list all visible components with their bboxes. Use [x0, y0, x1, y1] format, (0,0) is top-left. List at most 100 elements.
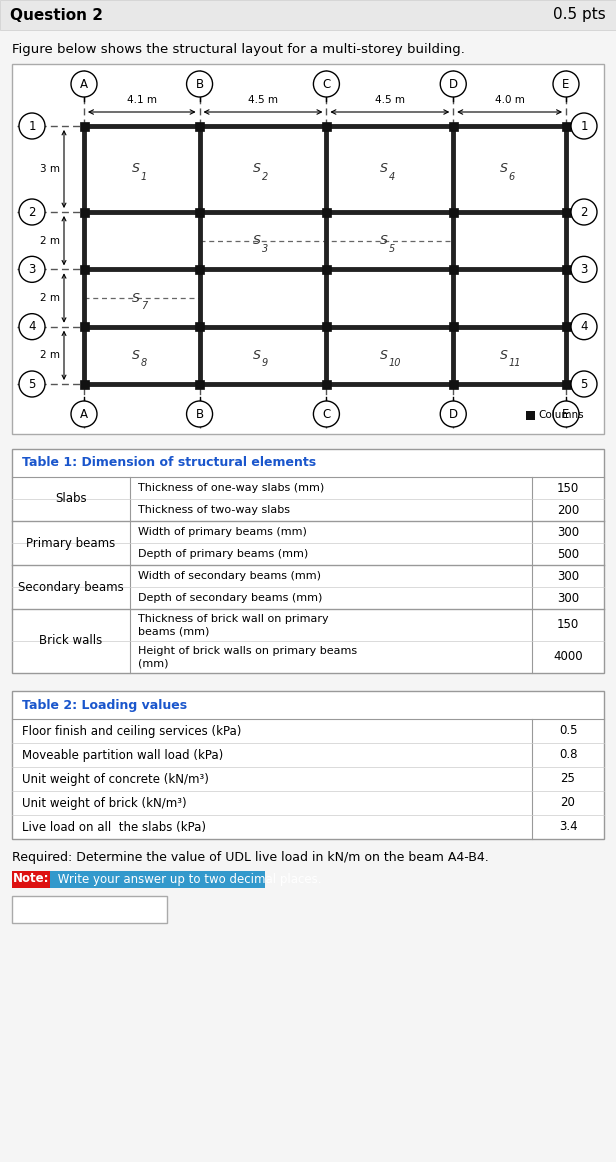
Circle shape — [71, 401, 97, 426]
Bar — [322, 208, 331, 216]
Text: 2: 2 — [580, 206, 588, 218]
Text: B: B — [195, 78, 204, 91]
Text: 6: 6 — [509, 172, 515, 182]
Bar — [562, 208, 570, 216]
Text: Width of primary beams (mm): Width of primary beams (mm) — [138, 528, 307, 537]
Text: 0.5: 0.5 — [559, 724, 577, 738]
Text: S: S — [380, 235, 388, 248]
Text: S: S — [132, 292, 140, 304]
Bar — [12, 449, 604, 673]
Circle shape — [553, 401, 579, 426]
Bar — [562, 265, 570, 274]
Text: Floor finish and ceiling services (kPa): Floor finish and ceiling services (kPa) — [22, 724, 241, 738]
Text: 300: 300 — [557, 525, 579, 538]
Bar — [448, 380, 458, 388]
Text: 4: 4 — [28, 321, 36, 333]
Text: Required: Determine the value of UDL live load in kN/m on the beam A4-B4.: Required: Determine the value of UDL liv… — [12, 851, 488, 863]
Text: Figure below shows the structural layout for a multi-storey building.: Figure below shows the structural layout… — [12, 43, 465, 57]
Bar — [562, 380, 570, 388]
Text: 1: 1 — [580, 120, 588, 132]
Text: A: A — [80, 408, 88, 421]
Text: Thickness of two-way slabs: Thickness of two-way slabs — [138, 505, 290, 515]
Bar — [448, 122, 458, 130]
Text: Depth of primary beams (mm): Depth of primary beams (mm) — [138, 548, 308, 559]
Text: E: E — [562, 78, 570, 91]
Text: Thickness of brick wall on primary: Thickness of brick wall on primary — [138, 614, 328, 624]
Text: beams (mm): beams (mm) — [138, 626, 209, 636]
Text: Slabs: Slabs — [55, 493, 87, 505]
Text: 4.5 m: 4.5 m — [375, 95, 405, 105]
Text: Depth of secondary beams (mm): Depth of secondary beams (mm) — [138, 593, 322, 603]
Text: Thickness of one-way slabs (mm): Thickness of one-way slabs (mm) — [138, 483, 324, 493]
Text: Secondary beams: Secondary beams — [18, 581, 124, 594]
Text: 20: 20 — [561, 796, 575, 810]
Text: S: S — [132, 163, 140, 175]
Text: C: C — [322, 408, 331, 421]
Text: 150: 150 — [557, 618, 579, 631]
Text: 5: 5 — [580, 378, 588, 390]
Circle shape — [314, 71, 339, 96]
Text: 8: 8 — [141, 358, 147, 368]
Circle shape — [571, 113, 597, 139]
Bar — [79, 208, 89, 216]
Text: S: S — [253, 163, 261, 175]
Bar — [322, 122, 331, 130]
Bar — [195, 122, 204, 130]
Bar — [322, 380, 331, 388]
Text: Width of secondary beams (mm): Width of secondary beams (mm) — [138, 571, 321, 581]
Text: 4.1 m: 4.1 m — [127, 95, 157, 105]
Bar — [322, 322, 331, 331]
Text: D: D — [448, 408, 458, 421]
Text: Table 1: Dimension of structural elements: Table 1: Dimension of structural element… — [22, 457, 316, 469]
Text: A: A — [80, 78, 88, 91]
Bar — [12, 870, 50, 888]
Bar — [562, 122, 570, 130]
Text: 200: 200 — [557, 503, 579, 516]
Text: 25: 25 — [561, 773, 575, 786]
Text: 1: 1 — [28, 120, 36, 132]
Text: S: S — [500, 349, 508, 361]
Text: 0.5 pts: 0.5 pts — [553, 7, 606, 22]
Text: 9: 9 — [262, 358, 268, 368]
Bar — [79, 380, 89, 388]
Circle shape — [19, 257, 45, 282]
Bar — [322, 265, 331, 274]
Text: S: S — [380, 349, 388, 361]
Text: Primary beams: Primary beams — [26, 537, 116, 550]
Text: Note:: Note: — [13, 873, 49, 885]
Bar — [448, 265, 458, 274]
Text: Brick walls: Brick walls — [39, 634, 103, 647]
Text: 4: 4 — [580, 321, 588, 333]
Circle shape — [19, 113, 45, 139]
Text: Write your answer up to two decimal places.: Write your answer up to two decimal plac… — [54, 873, 322, 885]
Text: C: C — [322, 78, 331, 91]
Circle shape — [571, 371, 597, 397]
Circle shape — [187, 71, 213, 96]
Text: 5: 5 — [28, 378, 36, 390]
Bar — [562, 322, 570, 331]
Bar — [0, 0, 616, 30]
Text: Columns: Columns — [538, 410, 583, 421]
Text: 4.5 m: 4.5 m — [248, 95, 278, 105]
Text: 3: 3 — [28, 263, 36, 275]
Text: 3: 3 — [262, 244, 268, 253]
Circle shape — [440, 71, 466, 96]
Text: 2: 2 — [28, 206, 36, 218]
Bar — [12, 896, 167, 923]
Text: 3: 3 — [580, 263, 588, 275]
Text: 7: 7 — [141, 301, 147, 311]
Bar — [50, 870, 265, 888]
Text: 2 m: 2 m — [40, 236, 60, 245]
Bar — [12, 691, 604, 839]
Text: 300: 300 — [557, 591, 579, 604]
Text: 11: 11 — [509, 358, 521, 368]
Text: Table 2: Loading values: Table 2: Loading values — [22, 698, 187, 711]
Text: 2 m: 2 m — [40, 350, 60, 360]
Bar — [448, 208, 458, 216]
Text: S: S — [380, 163, 388, 175]
Text: Height of brick walls on primary beams: Height of brick walls on primary beams — [138, 646, 357, 657]
Circle shape — [440, 401, 466, 426]
Text: 150: 150 — [557, 481, 579, 495]
Bar — [79, 122, 89, 130]
Bar — [79, 265, 89, 274]
